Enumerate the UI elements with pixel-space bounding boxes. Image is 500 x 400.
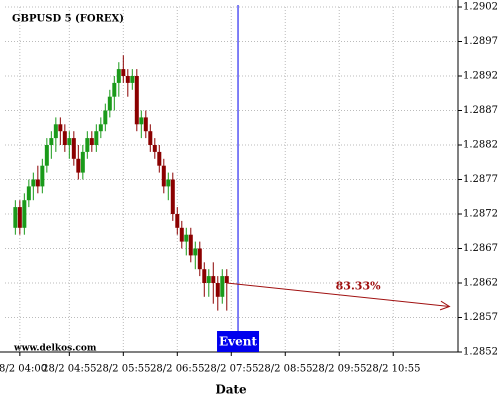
y-tick-label: 1.2897: [463, 36, 498, 47]
candle-body: [170, 179, 175, 214]
candle-body: [175, 214, 180, 228]
candle-body: [22, 200, 27, 228]
candle-body: [107, 96, 112, 111]
candle-body: [89, 138, 94, 145]
candle-body: [44, 145, 49, 166]
candle-body: [220, 276, 225, 297]
candle-body: [116, 69, 121, 83]
x-axis-title: Date: [215, 383, 247, 397]
candle-body: [121, 69, 126, 76]
candle-body: [134, 76, 139, 125]
y-tick-label: 1.2867: [463, 243, 498, 254]
candle-body: [98, 124, 103, 132]
candle-body: [161, 165, 166, 187]
candle-body: [53, 124, 58, 139]
candle-body: [143, 117, 148, 132]
candle-body: [215, 283, 220, 297]
y-tick-label: 1.2892: [463, 71, 498, 82]
candle-body: [80, 151, 85, 173]
x-tick-label: 28/2 06:55: [150, 364, 204, 375]
candle-body: [130, 76, 135, 83]
projection-label: 83.33%: [336, 280, 381, 293]
x-tick-label: 28/2 07:55: [204, 364, 258, 375]
event-box: [217, 331, 260, 352]
x-tick-label: 28/2 05:55: [96, 364, 150, 375]
candle-body: [103, 110, 108, 125]
candle-body: [13, 207, 18, 228]
event-label: Event: [219, 335, 257, 349]
x-tick-label: 28/2 04:00: [0, 364, 47, 375]
candle-body: [224, 276, 229, 283]
candle-body: [67, 138, 72, 145]
candle-body: [166, 179, 171, 187]
candle-body: [152, 145, 157, 152]
candle-body: [112, 82, 117, 97]
candle-body: [40, 165, 45, 187]
projection-arrow: [226, 282, 450, 307]
candle-body: [211, 276, 216, 283]
y-tick-label: 1.2902: [463, 2, 498, 13]
candle-body: [157, 151, 162, 166]
x-tick-label: 28/2 09:55: [312, 364, 366, 375]
candle-body: [26, 186, 31, 201]
y-tick-label: 1.2852: [463, 347, 498, 358]
watermark: www.delkos.com: [13, 344, 97, 354]
candle-body: [188, 234, 193, 256]
candle-body: [35, 179, 40, 187]
y-tick-label: 1.2887: [463, 105, 498, 116]
candle-body: [49, 138, 54, 145]
candle-body: [193, 248, 198, 256]
arrow-head: [439, 300, 451, 311]
candle-body: [94, 131, 99, 145]
y-tick-label: 1.2877: [463, 174, 498, 185]
candle-body: [125, 76, 130, 83]
x-tick-label: 28/2 10:55: [366, 364, 420, 375]
candle-body: [202, 269, 207, 283]
candle-body: [184, 234, 189, 242]
y-tick-label: 1.2872: [463, 209, 498, 220]
candle-body: [71, 138, 76, 159]
chart-title: GBPUSD 5 (FOREX): [12, 14, 124, 25]
y-tick-label: 1.2862: [463, 278, 498, 289]
candle-body: [148, 131, 153, 145]
candle-body: [62, 131, 67, 145]
candle-body: [17, 207, 22, 228]
candle-body: [197, 248, 202, 270]
candle-body: [31, 179, 36, 187]
candle-body: [58, 124, 63, 132]
y-tick-label: 1.2857: [463, 312, 498, 323]
candle-body: [85, 138, 90, 152]
candle-body: [206, 276, 211, 283]
x-tick-label: 28/2 04:55: [42, 364, 96, 375]
y-tick-label: 1.2882: [463, 140, 498, 151]
candle-body: [179, 227, 184, 242]
x-tick-label: 28/2 08:55: [258, 364, 312, 375]
candle-body: [139, 117, 144, 125]
candle-body: [76, 158, 81, 173]
